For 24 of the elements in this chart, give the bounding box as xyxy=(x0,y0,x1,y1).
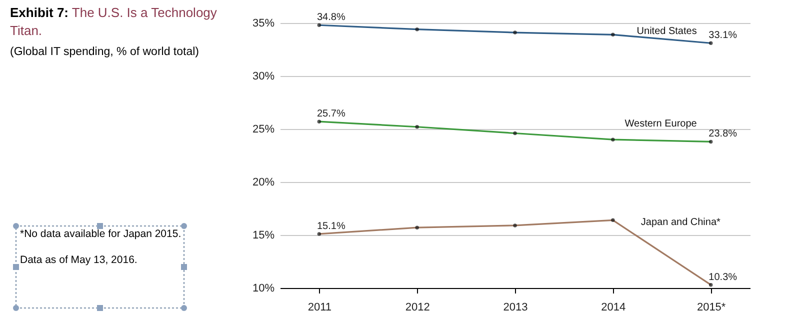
text: *No data available for Japan 2015. xyxy=(20,228,182,240)
x-tick-label: 2011 xyxy=(308,302,332,314)
y-tick-label: 15% xyxy=(252,230,275,242)
y-tick-label: 25% xyxy=(252,124,275,136)
text: (Global IT spending, % of world total) xyxy=(10,46,200,58)
text: Data as of May 13, 2016. xyxy=(20,254,138,266)
data-label: 33.1% xyxy=(708,30,738,42)
data-label: 10.3% xyxy=(708,272,738,283)
data-label: 34.8% xyxy=(316,12,346,24)
y-tick-label: 20% xyxy=(252,176,275,188)
data-label: 23.8% xyxy=(708,128,738,140)
data-label: 25.7% xyxy=(316,108,346,120)
x-tick-label: 2014 xyxy=(601,302,626,314)
series-label: Western Europe xyxy=(624,118,698,130)
x-tick-label: 2013 xyxy=(503,302,528,314)
series-label: United States xyxy=(636,26,697,38)
y-tick-label: 30% xyxy=(252,70,275,82)
series-label: Japan and China* xyxy=(640,217,721,228)
data-label: 15.1% xyxy=(316,220,346,232)
x-tick-label: 2015* xyxy=(696,302,726,314)
y-tick-label: 35% xyxy=(252,18,275,30)
chart-title: Exhibit 7: The U.S. Is a Technology Titan. xyxy=(10,5,217,38)
y-tick-label: 10% xyxy=(252,282,275,294)
x-tick-label: 2012 xyxy=(405,302,430,314)
